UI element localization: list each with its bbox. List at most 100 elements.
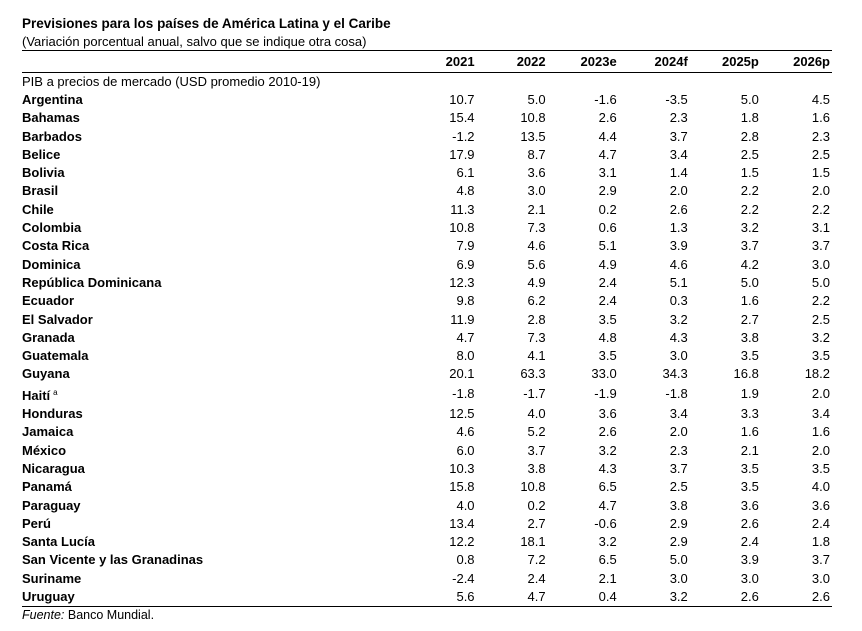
value-cell: 2.6 xyxy=(689,588,761,608)
value-cell: 12.2 xyxy=(449,534,475,550)
country-name-cell: El Salvador xyxy=(22,311,405,329)
value-cell: 0.2 xyxy=(598,201,617,217)
value-cell: 0.3 xyxy=(669,293,688,309)
value-cell: 7.3 xyxy=(527,329,546,345)
table-row: Bolivia 6.1 3.6 3.1 1.4 1.5 1.5 xyxy=(22,164,832,182)
value-cell: 3.5 xyxy=(811,460,830,476)
table-row: Santa Lucía 12.2 18.1 3.2 2.9 2.4 1.8 xyxy=(22,533,832,551)
value-cell: 0.6 xyxy=(598,220,617,236)
country-name-cell: Ecuador xyxy=(22,292,405,310)
table-row: Brasil 4.8 3.0 2.9 2.0 2.2 2.0 xyxy=(22,182,832,200)
value-cell: 15.8 xyxy=(449,479,475,495)
value-cell: -1.6 xyxy=(594,92,617,107)
value-cell: 3.8 xyxy=(669,497,688,513)
value-cell: 2.4 xyxy=(598,274,617,290)
value-cell: 0.4 xyxy=(547,588,619,608)
value-cell: 1.9 xyxy=(740,386,759,402)
country-name-cell: Guatemala xyxy=(22,347,405,365)
country-name-cell: Panamá xyxy=(22,478,405,496)
value-cell: 6.2 xyxy=(527,293,546,309)
table-row: Perú 13.4 2.7 -0.6 2.9 2.6 2.4 xyxy=(22,515,832,533)
column-header: 2025p xyxy=(689,50,761,73)
country-name-cell: Jamaica xyxy=(22,423,405,441)
value-cell: 2.1 xyxy=(598,570,617,586)
country-name-cell: Argentina xyxy=(22,91,405,109)
column-header: 2021 xyxy=(405,50,477,73)
value-cell: 1.8 xyxy=(811,534,830,550)
value-cell: 4.4 xyxy=(598,128,617,144)
value-cell: 2.5 xyxy=(811,311,830,327)
value-cell: 10.8 xyxy=(449,220,475,236)
value-cell: 15.4 xyxy=(449,110,475,126)
country-name: Paraguay xyxy=(22,497,81,513)
forecast-table: 2021 2022 2023e 2024f 2025p 2026p PIB a … xyxy=(22,50,832,608)
value-cell: 3.1 xyxy=(598,165,617,181)
value-cell: 2.9 xyxy=(669,515,688,531)
value-cell: 2.2 xyxy=(811,201,830,217)
value-cell: 63.3 xyxy=(520,366,546,382)
value-cell: 4.8 xyxy=(456,183,475,199)
header-row: 2021 2022 2023e 2024f 2025p 2026p xyxy=(22,50,832,73)
value-cell: 7.3 xyxy=(527,220,546,236)
country-name-cell: Brasil xyxy=(22,182,405,200)
country-name: Guyana xyxy=(22,366,70,382)
country-name: Granada xyxy=(22,329,75,345)
value-cell: 3.5 xyxy=(598,348,617,364)
value-cell: 2.2 xyxy=(740,201,759,217)
value-cell: 2.4 xyxy=(527,570,546,586)
country-name-cell: Belice xyxy=(22,146,405,164)
table-row: Honduras 12.5 4.0 3.6 3.4 3.3 3.4 xyxy=(22,405,832,423)
country-name: Costa Rica xyxy=(22,238,90,254)
value-cell: 12.5 xyxy=(449,406,475,422)
value-cell: 2.0 xyxy=(669,183,688,199)
table-row: Nicaragua 10.3 3.8 4.3 3.7 3.5 3.5 xyxy=(22,460,832,478)
value-cell: 2.1 xyxy=(740,442,759,458)
value-cell: 5.0 xyxy=(740,274,759,290)
value-cell: 4.9 xyxy=(527,274,546,290)
value-cell: 7.9 xyxy=(456,238,475,254)
table-row: Panamá 15.8 10.8 6.5 2.5 3.5 4.0 xyxy=(22,478,832,496)
table-row: Dominica 6.9 5.6 4.9 4.6 4.2 3.0 xyxy=(22,256,832,274)
country-name: Colombia xyxy=(22,220,82,236)
column-header: 2026p xyxy=(760,50,832,73)
value-cell: 4.5 xyxy=(811,92,830,107)
table-row: República Dominicana 12.3 4.9 2.4 5.1 5.0 5.0 xyxy=(22,274,832,292)
value-cell: 7.2 xyxy=(527,552,546,568)
value-cell: 4.3 xyxy=(598,460,617,476)
value-cell: 3.0 xyxy=(669,570,688,586)
value-cell: 16.8 xyxy=(733,366,759,382)
value-cell: 2.3 xyxy=(669,442,688,458)
value-cell: 8.0 xyxy=(456,348,475,364)
section-row: PIB a precios de mercado (USD promedio 2… xyxy=(22,73,832,92)
country-name-cell: Nicaragua xyxy=(22,460,405,478)
column-header: 2023e xyxy=(547,50,619,73)
table-row: Guyana 20.1 63.3 33.0 34.3 16.8 18.2 xyxy=(22,365,832,383)
value-cell: 4.0 xyxy=(527,406,546,422)
value-cell: 2.6 xyxy=(598,110,617,126)
country-name: Bolivia xyxy=(22,165,65,181)
value-cell: 1.6 xyxy=(740,293,759,309)
value-cell: 2.3 xyxy=(811,128,830,144)
value-cell: 2.3 xyxy=(669,110,688,126)
value-cell: 18.1 xyxy=(520,534,546,550)
value-cell: 3.7 xyxy=(669,460,688,476)
country-name-cell: Bolivia xyxy=(22,164,405,182)
country-name: El Salvador xyxy=(22,311,93,327)
value-cell: 6.9 xyxy=(456,256,475,272)
value-cell: 1.6 xyxy=(811,110,830,126)
value-cell: 3.0 xyxy=(669,348,688,364)
value-cell: 3.5 xyxy=(740,460,759,476)
value-cell: 1.5 xyxy=(740,165,759,181)
value-cell: 4.1 xyxy=(527,348,546,364)
value-cell: 5.2 xyxy=(527,424,546,440)
country-name: República Dominicana xyxy=(22,274,162,290)
value-cell: 2.4 xyxy=(811,515,830,531)
country-name: Uruguay xyxy=(22,589,75,605)
table-row: Bahamas 15.4 10.8 2.6 2.3 1.8 1.6 xyxy=(22,109,832,127)
country-name-cell: Paraguay xyxy=(22,497,405,515)
country-name-cell: Colombia xyxy=(22,219,405,237)
value-cell: 2.0 xyxy=(811,183,830,199)
table-row: Ecuador 9.8 6.2 2.4 0.3 1.6 2.2 xyxy=(22,292,832,310)
value-cell: 2.9 xyxy=(669,534,688,550)
value-cell: -1.9 xyxy=(594,386,617,402)
